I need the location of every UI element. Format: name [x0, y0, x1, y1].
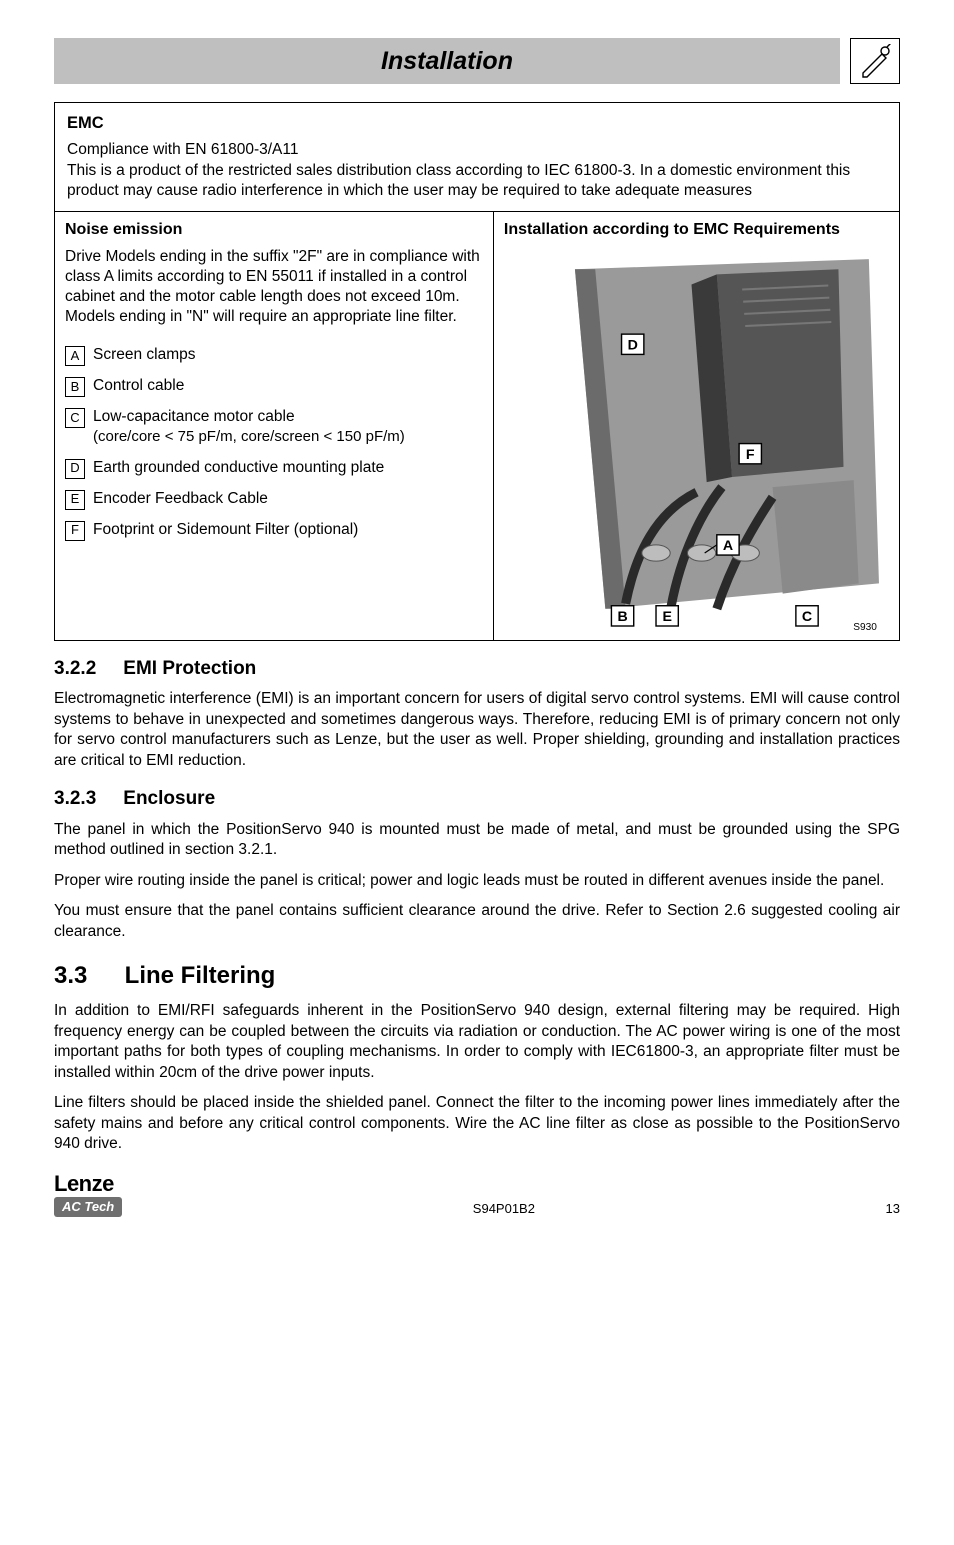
letter-box: C	[65, 408, 85, 428]
svg-text:B: B	[617, 609, 627, 625]
heading-322: 3.2.2 EMI Protection	[54, 657, 900, 682]
letter-box: D	[65, 459, 85, 479]
item-text: Low-capacitance motor cable (core/core <…	[93, 407, 405, 447]
heading-text: Enclosure	[123, 788, 215, 809]
item-text: Footprint or Sidemount Filter (optional)	[93, 520, 358, 540]
brand-text: Lenze	[54, 1173, 114, 1195]
svg-text:D: D	[627, 337, 637, 353]
para-323-3: You must ensure that the panel contains …	[54, 901, 900, 942]
item-c: C Low-capacitance motor cable (core/core…	[65, 407, 483, 447]
item-a: A Screen clamps	[65, 345, 483, 366]
item-text: Earth grounded conductive mounting plate	[93, 458, 384, 478]
tool-icon	[858, 44, 892, 78]
diagram-svg: D F A B E C S930	[504, 249, 889, 634]
heading-num: 3.2.2	[54, 657, 118, 682]
item-text: Screen clamps	[93, 345, 196, 365]
emc-diagram: D F A B E C S930	[504, 249, 889, 634]
svg-text:E: E	[662, 609, 671, 625]
letter-box: B	[65, 377, 85, 397]
svg-text:F: F	[746, 446, 755, 462]
heading-33: 3.3 Line Filtering	[54, 960, 900, 991]
noise-paragraph: Drive Models ending in the suffix "2F" a…	[65, 247, 483, 328]
item-b: B Control cable	[65, 376, 483, 397]
item-text: Control cable	[93, 376, 184, 396]
diagram-column: Installation according to EMC Requiremen…	[494, 212, 899, 640]
para-33-2: Line filters should be placed inside the…	[54, 1093, 900, 1154]
brand-badge: AC Tech	[54, 1197, 122, 1218]
item-f: F Footprint or Sidemount Filter (optiona…	[65, 520, 483, 541]
emc-paragraph: Compliance with EN 61800-3/A11 This is a…	[67, 140, 887, 200]
letter-box: A	[65, 346, 85, 366]
heading-num: 3.3	[54, 960, 118, 991]
item-text-sub: (core/core < 75 pF/m, core/screen < 150 …	[93, 428, 405, 445]
svg-text:C: C	[802, 609, 812, 625]
item-e: E Encoder Feedback Cable	[65, 489, 483, 510]
svg-text:A: A	[723, 538, 733, 554]
para-33-1: In addition to EMI/RFI safeguards inhere…	[54, 1001, 900, 1083]
header-title: Installation	[381, 45, 513, 78]
heading-323: 3.2.3 Enclosure	[54, 787, 900, 812]
doc-id: S94P01B2	[473, 1201, 535, 1218]
para-323-1: The panel in which the PositionServo 940…	[54, 820, 900, 861]
brand-logo: Lenze AC Tech	[54, 1173, 122, 1218]
header-icon-box	[850, 38, 900, 84]
letter-box: E	[65, 490, 85, 510]
noise-heading: Noise emission	[65, 220, 483, 241]
page-header: Installation	[54, 38, 900, 84]
noise-column: Noise emission Drive Models ending in th…	[55, 212, 494, 640]
para-322-1: Electromagnetic interference (EMI) is an…	[54, 689, 900, 771]
heading-text: Line Filtering	[125, 962, 276, 989]
header-bar: Installation	[54, 38, 840, 84]
item-text-main: Low-capacitance motor cable	[93, 408, 295, 425]
emc-inner-row: Noise emission Drive Models ending in th…	[55, 211, 899, 640]
page-number: 13	[886, 1201, 900, 1218]
para-323-2: Proper wire routing inside the panel is …	[54, 871, 900, 891]
item-text: Encoder Feedback Cable	[93, 489, 268, 509]
heading-text: EMI Protection	[123, 658, 256, 679]
figure-id: S930	[853, 622, 877, 633]
heading-num: 3.2.3	[54, 787, 118, 812]
item-d: D Earth grounded conductive mounting pla…	[65, 458, 483, 479]
letter-box: F	[65, 521, 85, 541]
page-footer: Lenze AC Tech S94P01B2 13	[54, 1173, 900, 1218]
emc-heading: EMC	[67, 113, 887, 134]
emc-box: EMC Compliance with EN 61800-3/A11 This …	[54, 102, 900, 641]
diagram-title: Installation according to EMC Requiremen…	[504, 220, 889, 241]
